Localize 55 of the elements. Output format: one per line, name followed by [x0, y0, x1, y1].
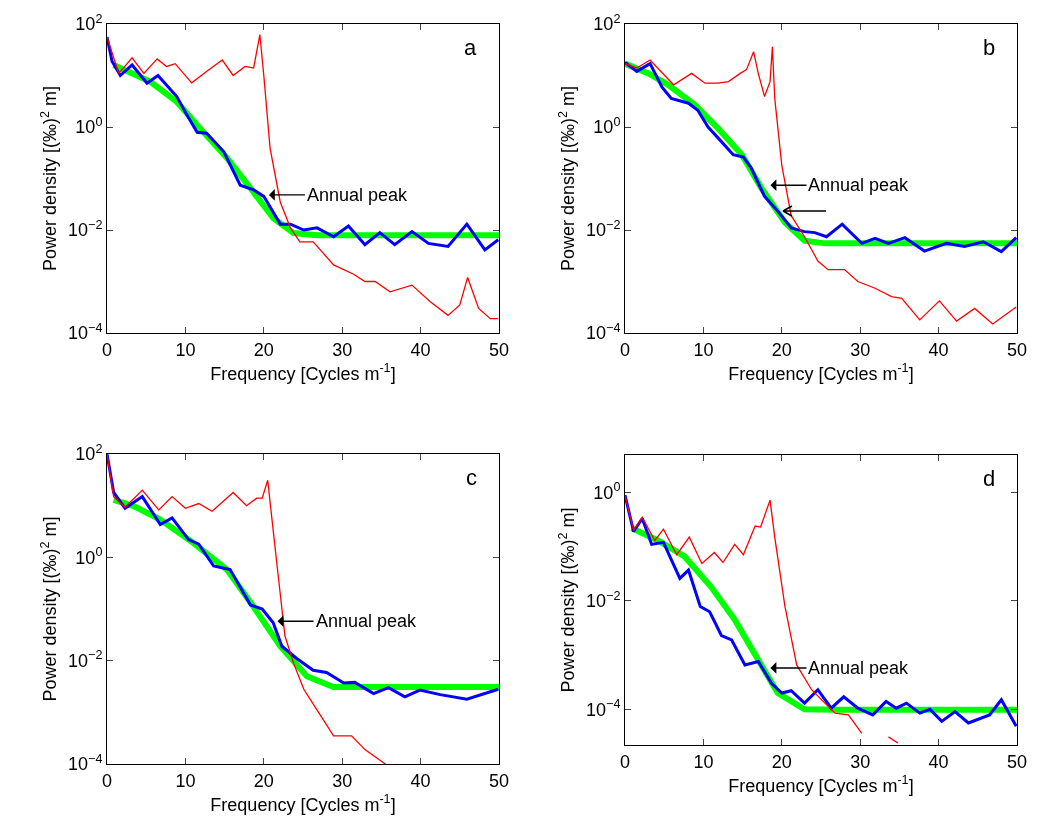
- y-tick-label: 10$^{−4}$: [68, 320, 103, 344]
- x-tick-label: 0: [619, 751, 631, 772]
- x-tick-label: 0: [101, 339, 113, 360]
- y-tick-label: 10$^{−4}$: [586, 320, 621, 344]
- x-axis-title: Frequency [Cycles m$^{-1}$]: [210, 792, 396, 815]
- line-series: [625, 493, 1017, 728]
- y-tick-label: 10$^{0}$: [593, 114, 621, 138]
- x-tick-label: 30: [850, 751, 871, 772]
- x-tick-label: 50: [1006, 339, 1028, 360]
- x-axis-title: Frequency [Cycles m$^{-1}$]: [728, 361, 914, 384]
- x-tick-label: 0: [101, 770, 113, 791]
- x-tick-label: 10: [693, 751, 714, 772]
- line-series: [107, 35, 499, 252]
- annotation: Annual peak: [316, 611, 418, 631]
- y-tick-label: 10$^{−2}$: [586, 217, 621, 241]
- x-tick-label: 50: [488, 339, 510, 360]
- y-tick-label: 10$^{−4}$: [586, 697, 621, 720]
- x-tick-label: 30: [332, 339, 353, 360]
- x-tick-label: 20: [771, 339, 792, 360]
- y-tick-label: 10$^{−2}$: [586, 588, 621, 612]
- y-tick-label: 10$^{−2}$: [68, 217, 103, 241]
- x-tick-label: 20: [771, 751, 792, 772]
- x-tick-label: 40: [410, 770, 431, 791]
- x-tick-label: 40: [410, 339, 431, 360]
- x-tick-label: 20: [253, 770, 274, 791]
- x-tick-label: 50: [1006, 751, 1028, 772]
- line-series: [107, 34, 499, 320]
- x-tick-label: 30: [850, 339, 871, 360]
- y-tick-label: 10$^{0}$: [593, 480, 621, 503]
- y-tick-label: 10$^{0}$: [75, 545, 103, 568]
- x-tick-label: 10: [693, 339, 714, 360]
- y-tick-label: 10$^{2}$: [75, 11, 103, 35]
- annotation: Annual peak: [307, 185, 409, 205]
- x-tick-label: 10: [175, 339, 196, 360]
- y-tick-label: 10$^{0}$: [75, 114, 103, 138]
- x-tick-label: 50: [488, 770, 510, 791]
- annotation: Annual peak: [808, 175, 910, 195]
- x-axis-title: Frequency [Cycles m$^{-1}$]: [210, 361, 396, 384]
- y-tick-label: 10$^{2}$: [75, 441, 103, 465]
- line-series: [107, 454, 499, 701]
- annotation: c: [466, 465, 477, 490]
- x-tick-label: 0: [619, 339, 631, 360]
- annotation: d: [983, 466, 996, 491]
- y-tick-label: 10$^{−4}$: [68, 751, 103, 775]
- x-tick-label: 40: [928, 339, 949, 360]
- annotation: Annual peak: [808, 658, 910, 678]
- x-tick-label: 20: [253, 339, 274, 360]
- annotation: a: [464, 35, 477, 60]
- annotation: b: [983, 35, 996, 60]
- x-tick-label: 30: [332, 770, 353, 791]
- x-tick-label: 10: [175, 770, 196, 791]
- x-axis-title: Frequency [Cycles m$^{-1}$]: [728, 773, 914, 796]
- x-tick-label: 40: [928, 751, 949, 772]
- y-tick-label: 10$^{2}$: [593, 11, 621, 35]
- y-tick-label: 10$^{−2}$: [68, 648, 103, 671]
